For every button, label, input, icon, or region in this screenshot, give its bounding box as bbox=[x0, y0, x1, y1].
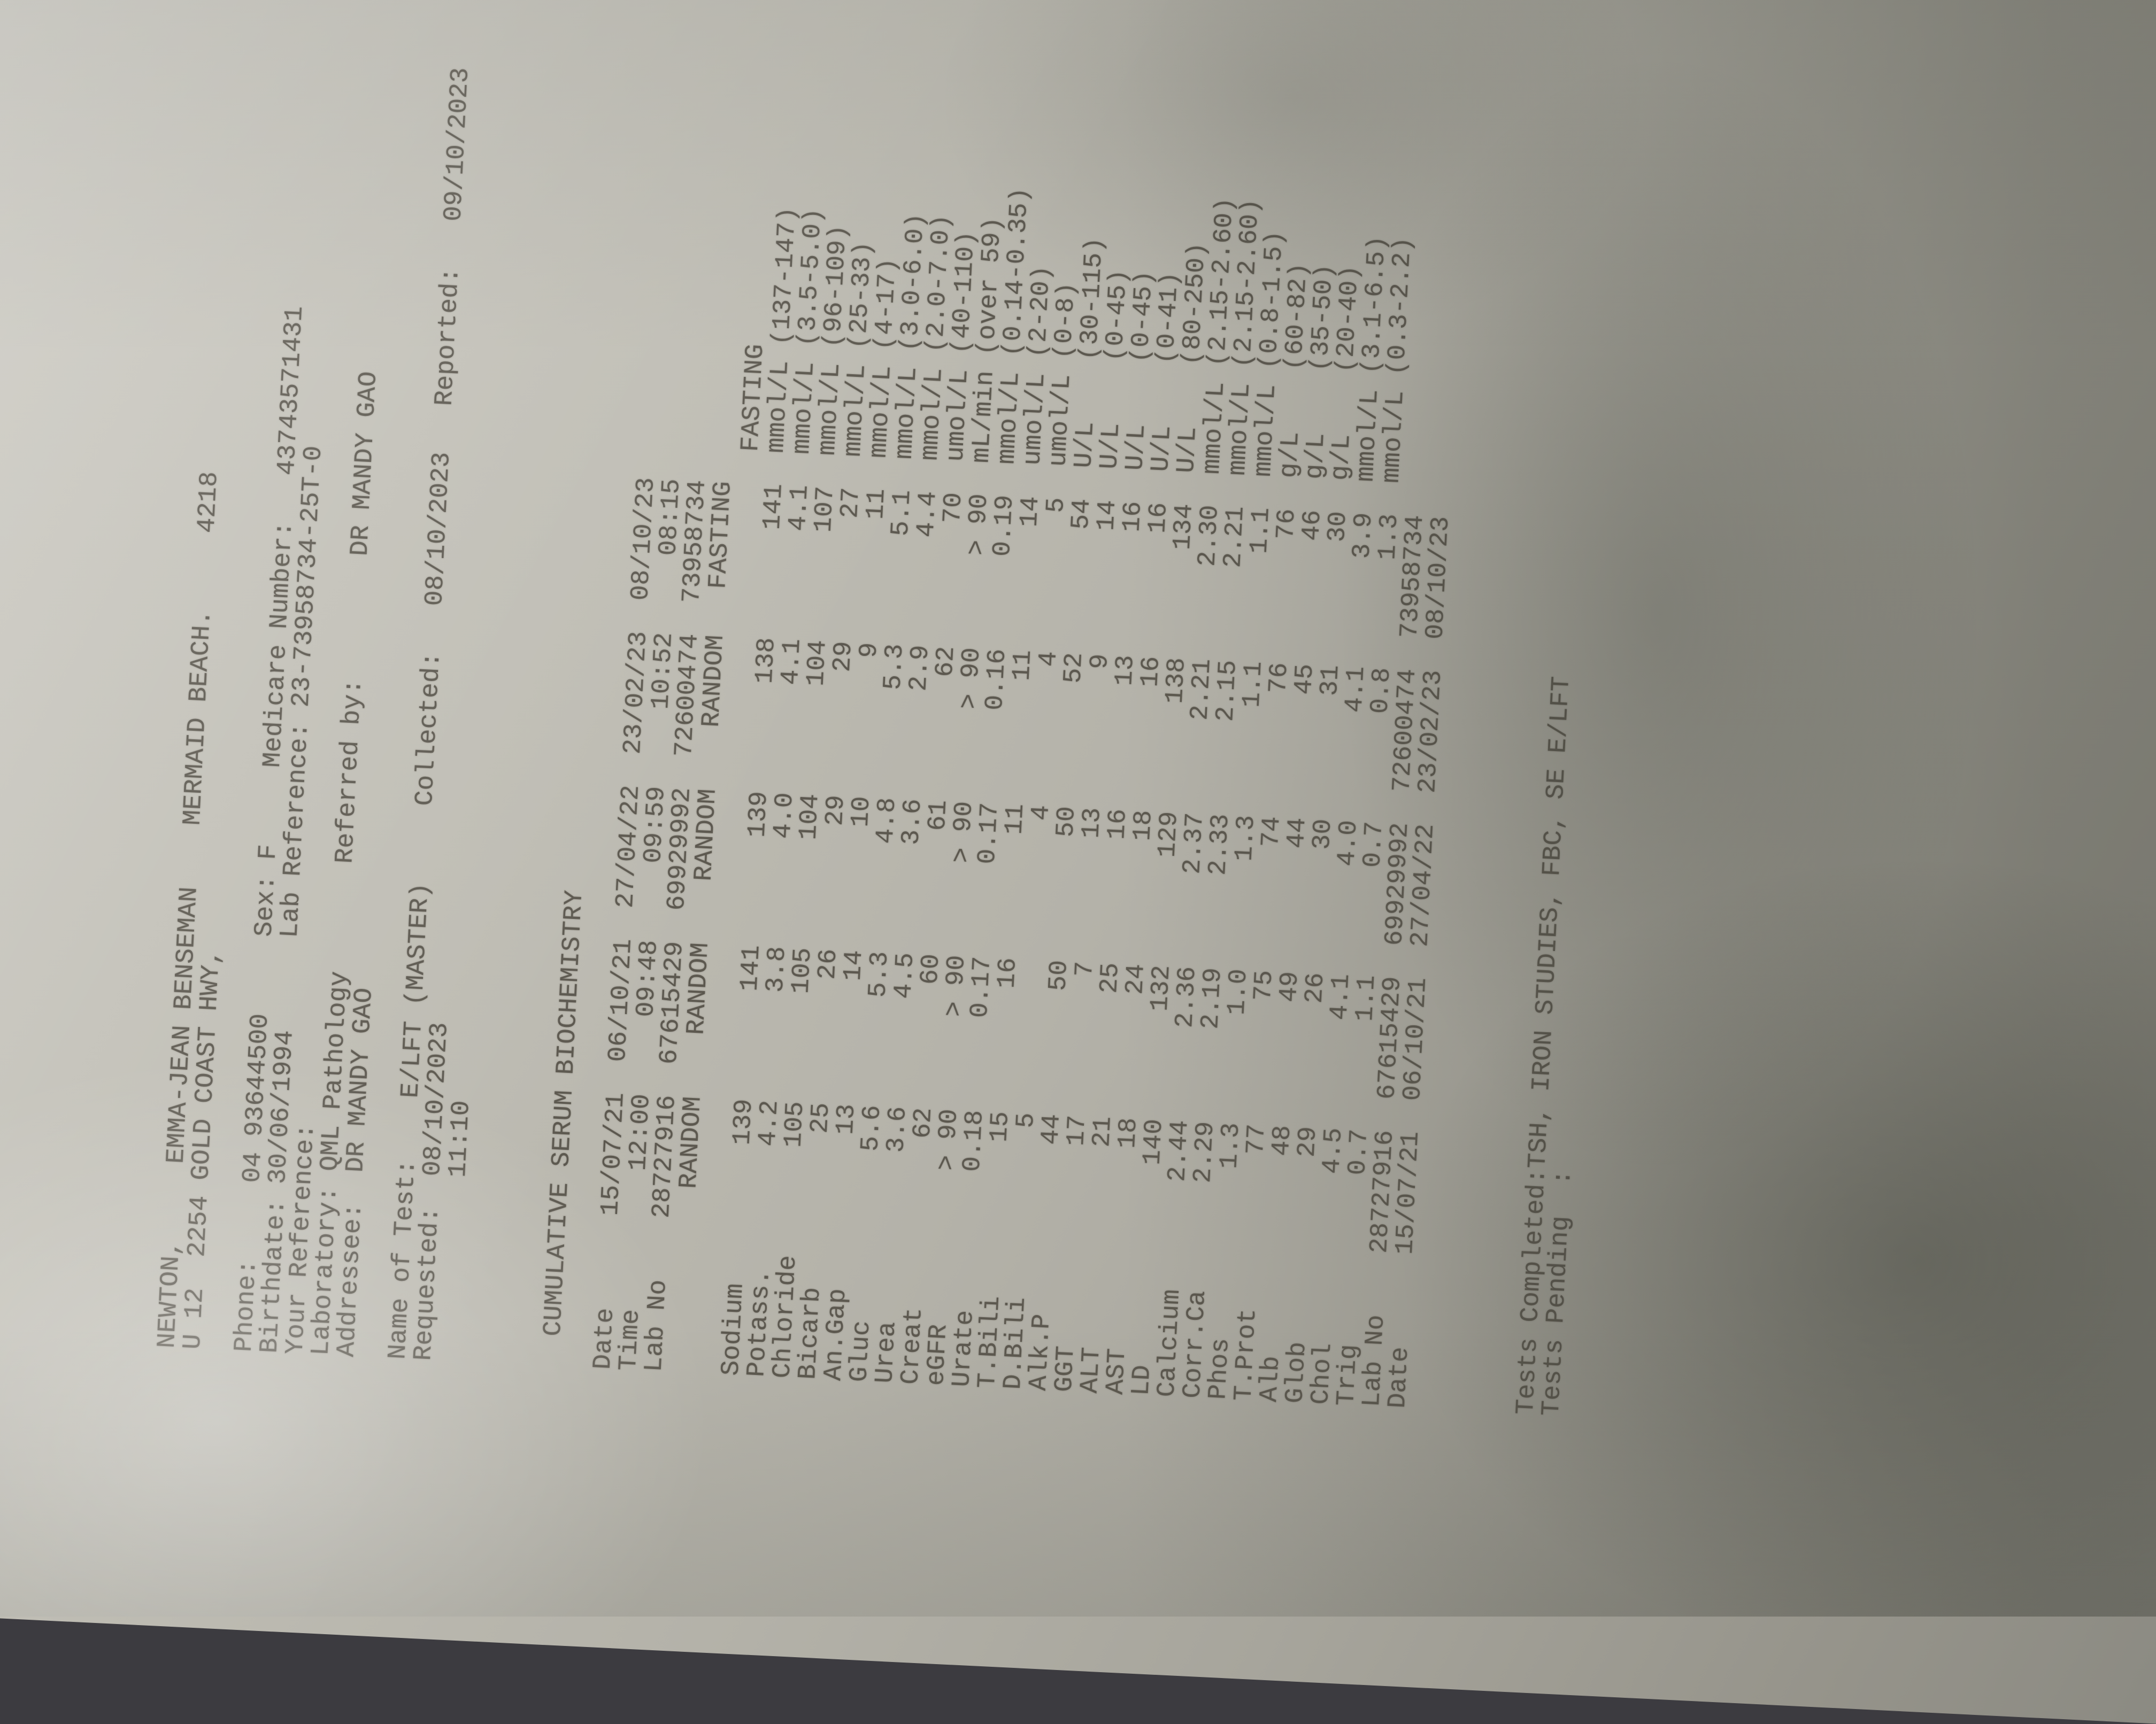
analyte-unit: U/L bbox=[1146, 424, 1178, 473]
analyte-unit: g/L bbox=[1274, 431, 1306, 479]
lab-report-document: NEWTON, EMMA-JEAN BENSEMAN MERMAID BEACH… bbox=[153, 0, 1578, 1417]
analyte-unit: g/L bbox=[1300, 432, 1331, 480]
analyte-name: LD bbox=[1127, 1364, 1158, 1397]
analyte-unit: mmol/L bbox=[1377, 390, 1411, 484]
requested-time: 11:10 bbox=[443, 1100, 476, 1178]
analyte-unit: U/L bbox=[1069, 421, 1101, 469]
patient-postcode: 4218 bbox=[192, 470, 225, 534]
results-table: Date 15/07/21 06/10/21 27/04/22 23/02/23 08/1… bbox=[589, 0, 1479, 1409]
date-footer-row-label: Date bbox=[1383, 1346, 1415, 1409]
labno-header-row-label: Lab No bbox=[640, 1279, 673, 1373]
analyte-unit: g/L bbox=[1326, 434, 1357, 482]
analyte-name: ALT bbox=[1075, 1346, 1107, 1394]
analyte-unit: U/L bbox=[1095, 422, 1127, 470]
analyte-name: Alb bbox=[1255, 1355, 1287, 1403]
sex-value: F bbox=[253, 844, 283, 861]
tests-pending-colon: : bbox=[1548, 1169, 1578, 1186]
analyte-name: GGT bbox=[1050, 1345, 1081, 1393]
analyte-name: AST bbox=[1101, 1348, 1133, 1396]
analyte-unit: U/L bbox=[1172, 426, 1204, 474]
analyte-unit: U/L bbox=[1121, 423, 1152, 471]
